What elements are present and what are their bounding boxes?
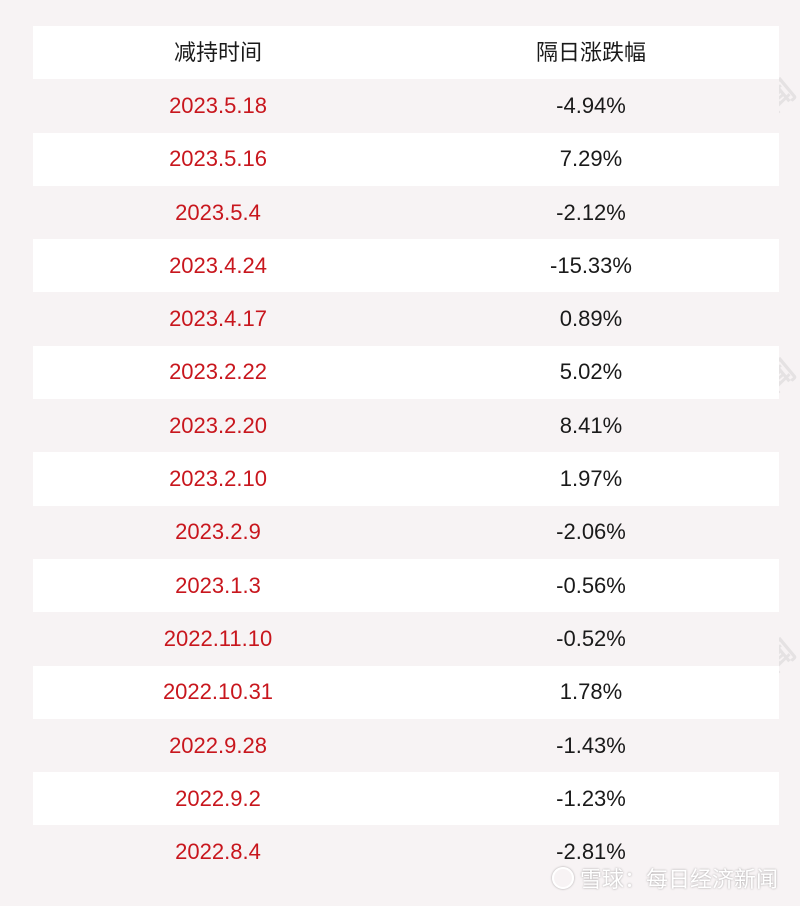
table-row: 2022.11.10 -0.52%: [33, 612, 779, 666]
table-row: 2023.2.22 5.02%: [33, 345, 779, 400]
change-cell: 1.78%: [559, 679, 623, 705]
change-cell: -15.33%: [550, 252, 632, 278]
change-cell: -2.12%: [556, 199, 626, 225]
date-cell: 2023.4.24: [169, 252, 267, 278]
table-row: 2023.5.16 7.29%: [33, 132, 779, 186]
date-cell: 2023.5.18: [169, 92, 267, 118]
date-cell: 2023.2.22: [169, 359, 267, 385]
table-row: 2023.5.18 -4.94%: [33, 79, 779, 133]
table-row: 2023.4.17 0.89%: [33, 292, 779, 346]
date-cell: 2022.11.10: [163, 625, 273, 651]
xueqiu-logo-icon: [551, 867, 574, 889]
change-cell: 7.29%: [559, 146, 623, 172]
table-row: 2023.2.20 8.41%: [33, 399, 779, 453]
date-cell: 2023.2.9: [175, 519, 261, 545]
date-cell: 2023.5.4: [175, 199, 261, 225]
date-cell: 2022.9.2: [175, 785, 261, 811]
change-cell: 1.97%: [559, 466, 623, 492]
date-cell: 2023.2.20: [169, 412, 267, 438]
date-cell: 2023.1.3: [175, 572, 261, 598]
date-cell: 2022.8.4: [175, 839, 261, 865]
change-cell: -1.23%: [556, 785, 626, 811]
table-row: 2023.5.4 -2.12%: [33, 185, 779, 240]
change-cell: 0.89%: [559, 306, 623, 332]
table-row: 2022.9.28 -1.43%: [33, 718, 779, 773]
date-cell: 2022.10.31: [162, 679, 274, 705]
change-cell: -0.56%: [556, 572, 626, 598]
table-row: 2022.10.31 1.78%: [33, 665, 779, 719]
source-credit: 雪球：每日经济新闻: [551, 862, 778, 894]
table-row: 2023.1.3 -0.56%: [33, 558, 779, 613]
header-change: 隔日涨跌幅: [535, 39, 646, 65]
change-cell: -2.06%: [556, 519, 626, 545]
date-cell: 2023.4.17: [169, 306, 267, 332]
change-cell: -2.81%: [556, 839, 626, 865]
change-cell: 5.02%: [559, 359, 623, 385]
table-header: 减持时间 隔日涨跌幅: [33, 26, 779, 80]
date-cell: 2023.5.16: [169, 146, 267, 172]
header-date: 减持时间: [173, 39, 262, 65]
table-row: 2022.9.2 -1.23%: [33, 772, 779, 826]
change-cell: -4.94%: [556, 92, 626, 118]
date-cell: 2023.2.10: [169, 466, 267, 492]
change-cell: 8.41%: [559, 412, 623, 438]
date-cell: 2022.9.28: [169, 732, 267, 758]
change-cell: -0.52%: [556, 625, 626, 651]
source-credit-text: 雪球：每日经济新闻: [579, 867, 778, 892]
table-row: 2023.4.24 -15.33%: [33, 239, 779, 293]
table-row: 2023.2.9 -2.06%: [33, 505, 779, 559]
data-table: 减持时间 隔日涨跌幅 2023.5.18 -4.94% 2023.5.16 7.…: [33, 26, 779, 879]
change-cell: -1.43%: [556, 732, 626, 758]
table-row: 2022.8.4 -2.81%: [33, 825, 779, 879]
table-row: 2023.2.10 1.97%: [33, 452, 779, 506]
